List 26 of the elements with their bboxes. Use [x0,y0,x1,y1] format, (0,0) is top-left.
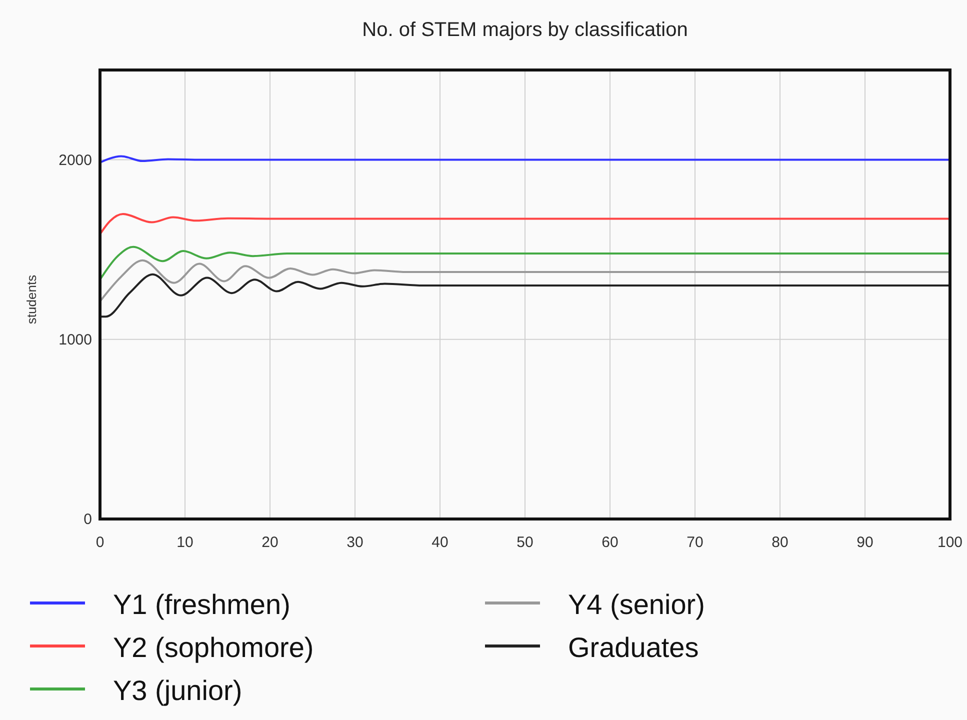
line-series [99,246,951,281]
chart-title: No. of STEM majors by classification [362,19,688,41]
line-series [99,259,951,302]
legend-label: Y2 (sophomore) [113,632,314,663]
line-series [99,155,951,164]
legend-label: Graduates [568,632,699,663]
x-tick-label: 60 [602,534,618,551]
x-tick-label: 100 [937,534,963,551]
y-tick-label: 2000 [58,152,92,169]
legend-label: Y1 (freshmen) [113,589,290,620]
line-series [99,273,951,318]
x-tick-label: 80 [772,534,788,551]
x-tick-label: 70 [686,534,704,551]
y-tick-label: 1000 [58,331,92,348]
x-tick-label: 50 [516,534,534,551]
x-tick-label: 40 [432,534,448,551]
legend-label: Y3 (junior) [113,675,242,706]
x-tick-label: 0 [96,534,104,551]
y-tick-label: 0 [84,511,92,528]
line-series [99,213,951,236]
y-axis-title: students [24,274,39,324]
x-tick-label: 20 [262,534,278,551]
x-tick-label: 10 [176,534,194,551]
legend-label: Y4 (senior) [568,589,705,620]
x-tick-label: 30 [346,534,364,551]
x-tick-label: 90 [856,534,874,551]
